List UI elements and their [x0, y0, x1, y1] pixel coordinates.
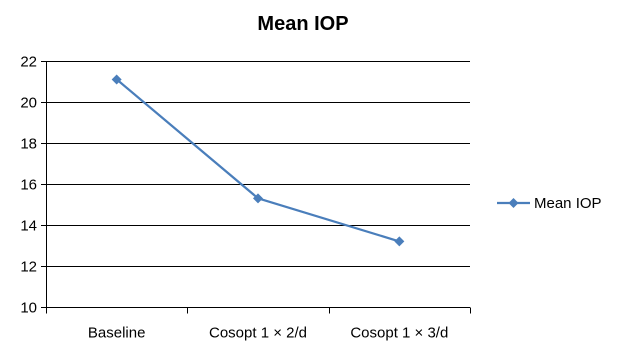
x-tick-label: Cosopt 1 × 3/d — [350, 325, 448, 342]
y-tick-label: 22 — [20, 54, 37, 71]
series-group — [111, 74, 405, 247]
y-tick-label: 16 — [20, 177, 37, 194]
y-tick-label: 18 — [20, 136, 37, 153]
gridlines — [46, 61, 470, 267]
x-tick-label: Baseline — [88, 325, 146, 342]
y-tick-label: 12 — [20, 259, 37, 276]
y-tick-label: 14 — [20, 218, 37, 235]
legend-label: Mean IOP — [534, 195, 602, 212]
legend-diamond-marker — [508, 198, 519, 208]
y-tick-label: 10 — [20, 300, 37, 317]
data-point-marker — [394, 236, 405, 247]
series-line — [115, 78, 400, 243]
x-tick-label: Cosopt 1 × 2/d — [209, 325, 307, 342]
chart-title: Mean IOP — [257, 13, 348, 35]
y-axis-ticks: 10 12 14 16 18 20 22 — [20, 54, 46, 317]
data-point-marker — [111, 74, 122, 85]
axes — [46, 61, 470, 308]
y-tick-label: 20 — [20, 95, 37, 112]
data-point-marker — [253, 193, 263, 204]
legend: Mean IOP — [497, 195, 602, 212]
x-axis-ticks: Baseline Cosopt 1 × 2/d Cosopt 1 × 3/d — [46, 307, 471, 342]
